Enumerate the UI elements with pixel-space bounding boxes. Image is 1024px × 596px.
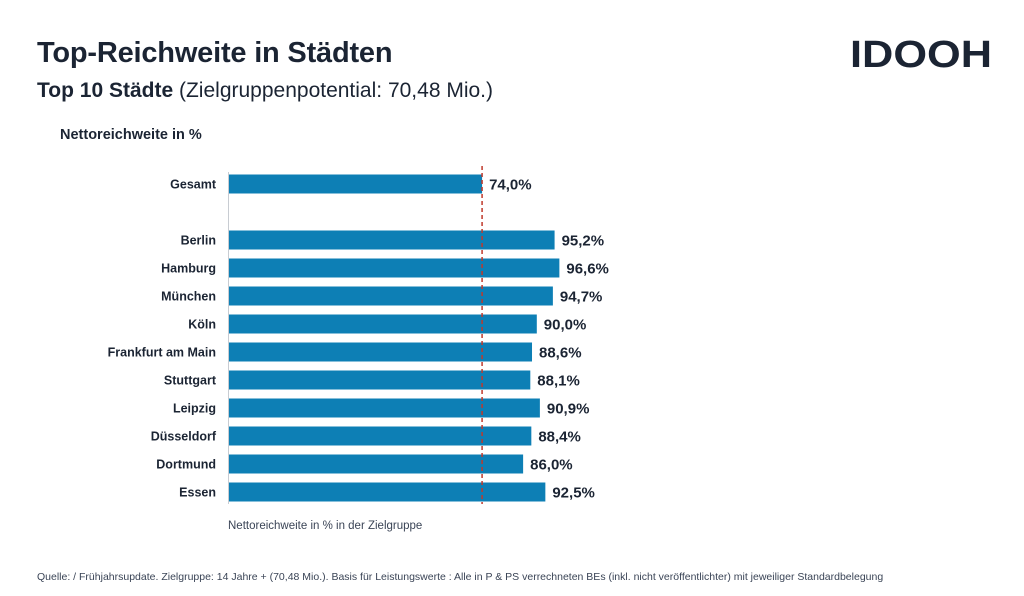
bar xyxy=(229,398,540,418)
brand-logo: IDOOH xyxy=(850,34,992,74)
category-label: Düsseldorf xyxy=(151,430,217,444)
bar xyxy=(229,230,555,250)
data-label: 86,0% xyxy=(530,457,573,474)
bar xyxy=(229,370,531,390)
bar xyxy=(229,342,533,362)
data-label: 94,7% xyxy=(560,289,603,306)
data-label: 88,4% xyxy=(538,429,581,446)
bar xyxy=(229,286,553,306)
chart-title: Nettoreichweite in % xyxy=(60,127,202,143)
subtitle-bold: Top 10 Städte xyxy=(37,79,174,102)
bars-group: Gesamt 74,0% Berlin 95,2% Hamburg 96,6% Münche… xyxy=(108,174,609,502)
category-label: Köln xyxy=(188,318,216,332)
category-label: Essen xyxy=(179,486,216,500)
category-label: Berlin xyxy=(181,234,216,248)
bar xyxy=(229,482,546,502)
page-title: Top-Reichweite in Städten xyxy=(37,37,393,69)
category-label: Frankfurt am Main xyxy=(108,346,216,360)
data-label: 95,2% xyxy=(562,233,605,250)
bar xyxy=(229,454,524,474)
data-label: 96,6% xyxy=(566,261,609,278)
category-label: Gesamt xyxy=(170,178,217,192)
page-subtitle: Top 10 Städte (Zielgruppenpotential: 70,… xyxy=(37,79,493,103)
category-label: Leipzig xyxy=(173,402,216,416)
bar xyxy=(229,174,483,194)
data-label: 88,6% xyxy=(539,345,582,362)
data-label: 74,0% xyxy=(489,177,532,194)
source-note: Quelle: / Frühjahrsupdate. Zielgruppe: 1… xyxy=(37,571,884,583)
subtitle-rest: (Zielgruppenpotential: 70,48 Mio.) xyxy=(178,79,493,102)
category-label: München xyxy=(161,290,216,304)
bar xyxy=(229,426,532,446)
logo-text: IDOOH xyxy=(850,34,992,74)
data-label: 88,1% xyxy=(537,373,580,390)
x-axis-label: Nettoreichweite in % in der Zielgruppe xyxy=(228,520,422,532)
bar xyxy=(229,258,560,278)
data-label: 90,0% xyxy=(544,317,587,334)
category-label: Dortmund xyxy=(156,458,216,472)
data-label: 90,9% xyxy=(547,401,590,418)
category-label: Hamburg xyxy=(161,262,216,276)
data-label: 92,5% xyxy=(552,485,595,502)
category-label: Stuttgart xyxy=(164,374,217,388)
bar xyxy=(229,314,537,334)
